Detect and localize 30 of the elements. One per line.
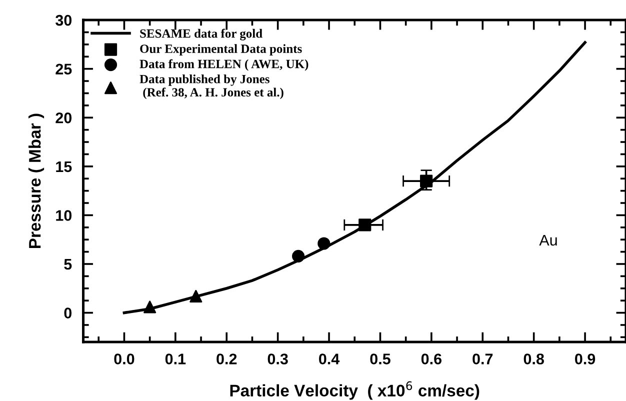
point (318, 237, 330, 250)
legend-label: Data published by Jones (Ref. 38, A. H. Jones et al.) (140, 74, 284, 100)
x-tick-label: 0.7 (472, 354, 493, 364)
x-axis-title: Particle Velocity ( x10$^{6}$ cm/sec) (230, 381, 480, 400)
y-tick-label: 25 (56, 64, 72, 75)
point (144, 300, 156, 314)
y-tick-label: 30 (56, 14, 72, 26)
x-tick-label: 0.5 (370, 354, 390, 364)
y-tick-label: 20 (56, 112, 72, 124)
x-tick-label: 0.0 (114, 354, 134, 364)
point (292, 250, 305, 262)
x-tick-label: 0.9 (575, 354, 596, 364)
y-tick-label: 5 (64, 259, 72, 270)
legend-label: Data from HELEN ( AWE, UK) (140, 59, 308, 71)
y-tick-label: 15 (56, 161, 72, 172)
x-tick-label: 0.4 (319, 354, 340, 364)
x-tick-label: 0.6 (421, 354, 442, 364)
legend-label: Our Experimental Data points (140, 44, 302, 56)
legend-label: SESAME data for gold (140, 28, 262, 40)
x-tick-label: 0.3 (268, 354, 288, 364)
point (190, 290, 202, 302)
x-tick-label: 0.2 (216, 354, 237, 364)
y-tick-label: 10 (56, 210, 72, 221)
y-tick-label: 0 (64, 308, 72, 318)
x-tick-label: 0.1 (165, 354, 186, 364)
x-tick-label: 0.8 (524, 354, 544, 364)
annotation: Au (539, 234, 557, 246)
line-series (122, 41, 586, 314)
y-axis-title: Pressure ( Mbar ) (28, 114, 44, 248)
point (358, 218, 372, 232)
